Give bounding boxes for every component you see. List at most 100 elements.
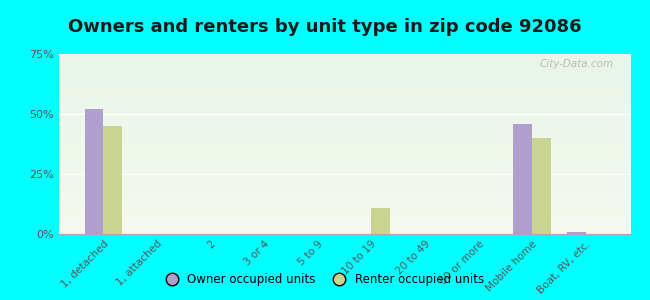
Bar [58, 72, 630, 74]
Bar [58, 133, 630, 135]
Bar [58, 108, 630, 110]
Bar [58, 196, 630, 198]
Bar [58, 200, 630, 202]
Bar [58, 97, 630, 99]
Bar [58, 148, 630, 149]
Bar [58, 193, 630, 194]
Bar [58, 162, 630, 164]
Bar [58, 214, 630, 216]
Bar [58, 56, 630, 58]
Bar [58, 166, 630, 167]
Bar [567, 232, 586, 234]
Bar [58, 122, 630, 124]
Bar [58, 158, 630, 160]
Bar [58, 58, 630, 59]
Bar [58, 182, 630, 184]
Bar [58, 230, 630, 232]
Bar [84, 109, 103, 234]
Bar [58, 220, 630, 221]
Bar [58, 140, 630, 142]
Bar [58, 171, 630, 173]
Bar [58, 198, 630, 200]
Bar [58, 212, 630, 214]
Bar [58, 85, 630, 86]
Bar [58, 135, 630, 137]
Bar [58, 117, 630, 119]
Bar [58, 160, 630, 162]
Bar [58, 202, 630, 203]
Bar [58, 164, 630, 166]
Bar [58, 216, 630, 218]
Bar [58, 90, 630, 92]
Bar [58, 178, 630, 180]
Bar [58, 65, 630, 67]
Bar [58, 112, 630, 113]
Bar [58, 232, 630, 234]
Bar [58, 173, 630, 175]
Bar [58, 124, 630, 126]
Bar [532, 138, 551, 234]
Bar [58, 88, 630, 90]
Bar [58, 59, 630, 61]
Bar [58, 180, 630, 182]
Bar [58, 113, 630, 115]
Bar [58, 227, 630, 229]
Bar [514, 124, 532, 234]
Bar [58, 151, 630, 153]
Bar [58, 68, 630, 70]
Bar [58, 167, 630, 169]
Bar [58, 115, 630, 117]
Bar [58, 130, 630, 131]
Bar [58, 229, 630, 230]
Bar [58, 149, 630, 151]
Bar [58, 211, 630, 212]
Bar [58, 191, 630, 193]
Bar [58, 103, 630, 104]
Bar [371, 208, 390, 234]
Bar [58, 225, 630, 227]
Bar [58, 83, 630, 85]
Text: City-Data.com: City-Data.com [540, 59, 614, 69]
Bar [58, 110, 630, 112]
Bar [58, 142, 630, 144]
Bar [58, 207, 630, 209]
Text: Owners and renters by unit type in zip code 92086: Owners and renters by unit type in zip c… [68, 18, 582, 36]
Bar [58, 155, 630, 157]
Bar [58, 223, 630, 225]
Bar [58, 169, 630, 171]
Bar [58, 175, 630, 176]
Bar [58, 61, 630, 63]
Bar [58, 101, 630, 103]
Bar [58, 203, 630, 205]
Bar [58, 74, 630, 76]
Bar [58, 63, 630, 65]
Bar [58, 106, 630, 108]
Bar [58, 70, 630, 72]
Bar [58, 119, 630, 121]
Bar [58, 146, 630, 148]
Bar [58, 185, 630, 187]
Bar [58, 189, 630, 191]
Bar [58, 95, 630, 97]
Bar [58, 128, 630, 130]
Bar [58, 104, 630, 106]
Bar [58, 144, 630, 146]
Bar [58, 218, 630, 220]
Bar [58, 221, 630, 223]
Bar [58, 77, 630, 79]
Bar [58, 79, 630, 81]
Bar [58, 209, 630, 211]
Bar [58, 86, 630, 88]
Legend: Owner occupied units, Renter occupied units: Owner occupied units, Renter occupied un… [161, 269, 489, 291]
Bar [58, 194, 630, 196]
Bar [58, 121, 630, 122]
Bar [58, 126, 630, 128]
Bar [58, 176, 630, 178]
Bar [58, 94, 630, 95]
Bar [58, 99, 630, 101]
Bar [58, 137, 630, 139]
Bar [103, 126, 122, 234]
Bar [58, 54, 630, 56]
Bar [58, 187, 630, 189]
Bar [58, 81, 630, 83]
